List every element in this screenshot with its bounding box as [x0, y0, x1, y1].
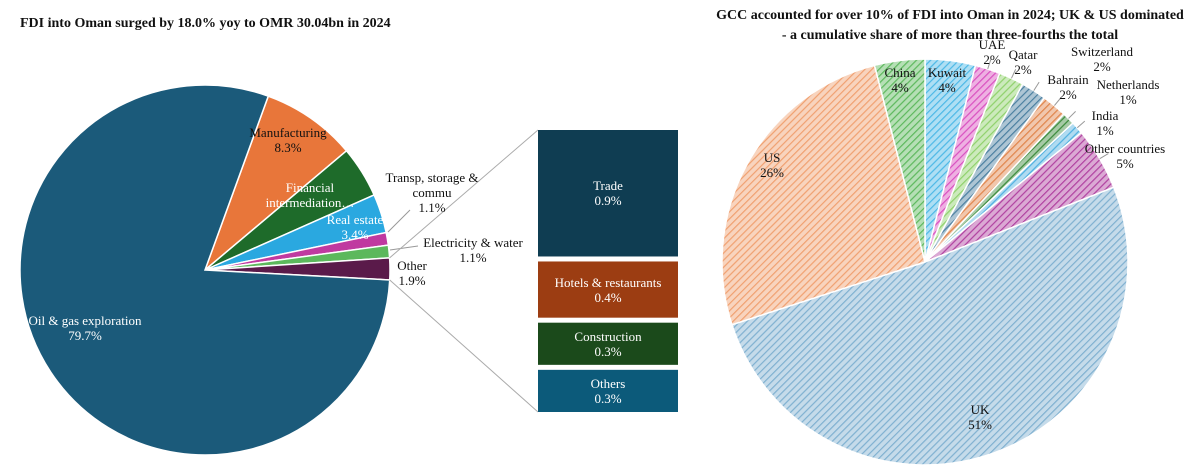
value-label: 3.4%	[341, 227, 369, 242]
value-label: 0.3%	[594, 343, 622, 359]
data-label: Electricity & water 1.1%	[403, 235, 543, 265]
leader-line	[1076, 120, 1086, 129]
data-label: Switzerland 2%	[1062, 44, 1142, 74]
value-label: 4%	[891, 80, 909, 95]
value-label: 8.3%	[274, 140, 302, 155]
pie-slice	[730, 186, 1129, 466]
value-label: 2%	[1093, 59, 1111, 74]
category-name: Bahrain	[1047, 72, 1089, 87]
category-name: Manufacturing	[249, 125, 327, 140]
value-label: 2%	[1059, 87, 1077, 102]
category-name: Qatar	[1008, 47, 1038, 62]
data-label: Other countries 5%	[1075, 141, 1175, 171]
category-name: Electricity & water	[423, 235, 523, 250]
data-label: Other 1.9%	[387, 258, 437, 288]
data-label: India 1%	[1085, 108, 1125, 138]
data-label: Financial intermediation…	[260, 180, 360, 210]
leader-line	[1099, 153, 1109, 160]
data-label: China 4%	[880, 65, 920, 95]
data-label: UAE 2%	[972, 37, 1012, 67]
data-label: Hotels & restaurants 0.4%	[538, 275, 678, 305]
value-label: 1%	[1096, 123, 1114, 138]
value-label: 2%	[983, 52, 1001, 67]
value-label: 4%	[938, 80, 956, 95]
breakout-bar	[538, 369, 678, 412]
leader-line	[1010, 69, 1017, 79]
category-name: Transp, storage & commu	[385, 170, 479, 200]
value-label: 51%	[968, 417, 992, 432]
category-name: Financial intermediation…	[265, 180, 355, 210]
value-label: 0.3%	[594, 390, 622, 406]
value-label: 2%	[1014, 62, 1032, 77]
data-label: Qatar 2%	[1003, 47, 1043, 77]
data-label: Netherlands 1%	[1088, 77, 1168, 107]
leader-line	[1068, 111, 1076, 119]
data-label: Bahrain 2%	[1043, 72, 1093, 102]
category-name: Construction	[574, 328, 642, 344]
data-label: Transp, storage & commu 1.1%	[385, 170, 480, 215]
data-label: Oil & gas exploration 79.7%	[0, 313, 170, 343]
data-label: Construction 0.3%	[538, 329, 678, 359]
value-label: 1.1%	[418, 200, 446, 215]
data-label: Others 0.3%	[538, 376, 678, 406]
breakout-bar	[538, 130, 678, 257]
category-name: Netherlands	[1096, 77, 1160, 92]
connector-line	[389, 279, 539, 413]
category-name: Others	[590, 375, 626, 391]
category-name: India	[1091, 108, 1119, 123]
category-name: US	[763, 150, 781, 165]
pie-slice	[203, 95, 348, 273]
category-name: Kuwait	[927, 65, 967, 80]
category-name: UK	[970, 402, 990, 417]
category-name: Trade	[593, 178, 623, 194]
value-label: 79.7%	[68, 328, 102, 343]
value-label: 1.1%	[459, 250, 487, 265]
value-label: 0.9%	[594, 193, 622, 209]
data-label: Trade 0.9%	[538, 178, 678, 208]
value-label: 26%	[760, 165, 784, 180]
chart-title: FDI into Oman surged by 18.0% yoy to OMR…	[20, 16, 391, 31]
value-label: 1.9%	[398, 273, 426, 288]
leader-line	[1033, 81, 1040, 91]
category-name: Hotels & restaurants	[554, 274, 662, 290]
leader-line	[389, 245, 419, 251]
value-label: 1%	[1119, 92, 1137, 107]
data-label: US 26%	[752, 150, 792, 180]
breakout-bar	[538, 322, 678, 365]
pie-slice	[19, 84, 391, 456]
value-label: 5%	[1116, 156, 1134, 171]
leader-line	[1054, 97, 1062, 106]
category-name: Switzerland	[1070, 44, 1134, 59]
leader-line	[387, 209, 411, 233]
category-name: Real estate	[326, 212, 384, 227]
data-label: Real estate 3.4%	[315, 212, 395, 242]
chart-title: GCC accounted for over 10% of FDI into O…	[716, 8, 1184, 43]
category-name: UAE	[978, 37, 1006, 52]
category-name: Oil & gas exploration	[28, 313, 142, 328]
breakout-bar	[538, 261, 678, 318]
category-name: Other countries	[1084, 141, 1166, 156]
data-label: UK 51%	[960, 402, 1000, 432]
value-label: 0.4%	[594, 289, 622, 305]
category-name: China	[884, 65, 916, 80]
pie-slice	[721, 64, 926, 326]
leader-line	[987, 59, 992, 70]
connector-line	[389, 129, 539, 259]
pie-slice	[873, 58, 926, 263]
category-name: Other	[397, 258, 427, 273]
data-label: Manufacturing 8.3%	[228, 125, 348, 155]
data-label: Kuwait 4%	[917, 65, 977, 95]
